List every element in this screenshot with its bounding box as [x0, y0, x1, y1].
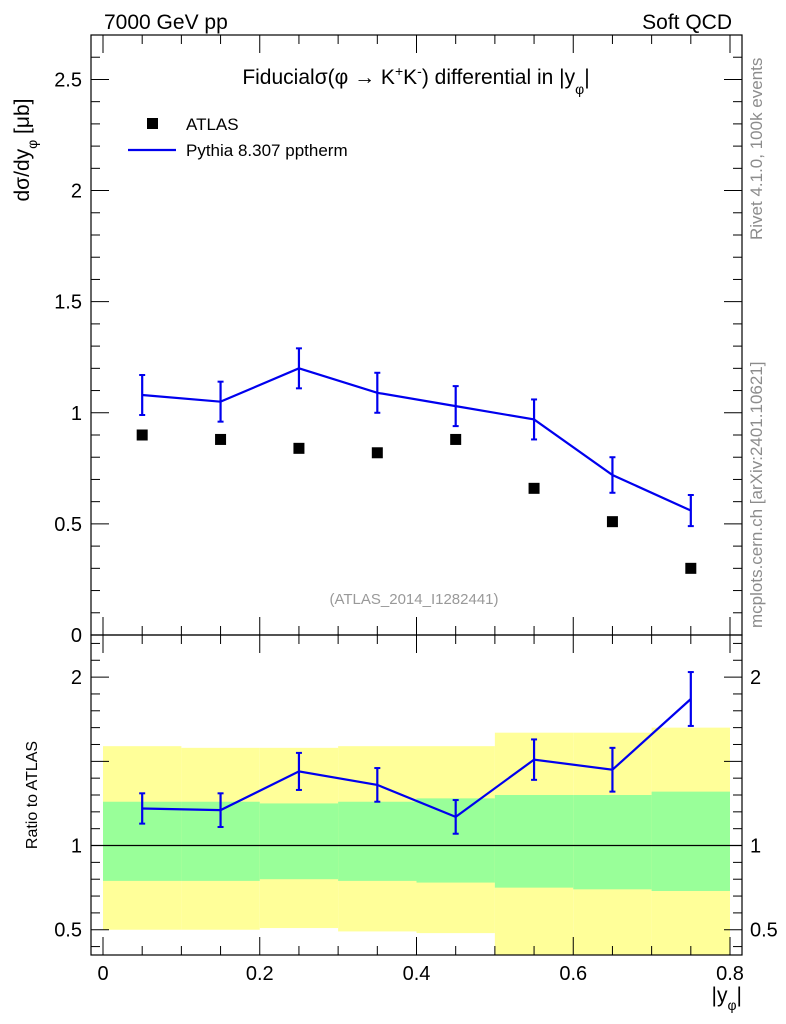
title-part-b: σ(φ → K [315, 66, 395, 89]
mcplots-note: mcplots.cern.ch [arXiv:2401.10621] [747, 362, 766, 628]
main-y-axis-label: dσ/dyφ [μb] [11, 98, 40, 201]
analysis-id-annotation: (ATLAS_2014_I1282441) [329, 591, 498, 608]
rivet-version-note: Rivet 4.1.0, 100k events [747, 58, 766, 240]
legend-atlas-marker [147, 118, 158, 129]
ratio-y-tick-label-left-1: 1 [71, 836, 82, 858]
atlas-point-1 [215, 433, 227, 445]
atlas-point-2 [293, 442, 305, 454]
title-part-e: - [417, 63, 422, 79]
atlas-point-4 [450, 433, 462, 445]
axis-ticks: 0 0.2 0.4 0.6 0.8 0 0.5 1 1.5 2 2.5 0.5 0.5 1 1 2 2 [54, 35, 778, 985]
ratio-panel-frame [90, 634, 743, 956]
title-part-c: + [395, 63, 403, 79]
main-series [136, 347, 697, 574]
main-y-tick-label-0: 0 [71, 625, 82, 647]
atlas-point-3 [371, 447, 383, 459]
legend-atlas-label: ATLAS [186, 115, 239, 134]
main-y-tick-label-4: 2 [71, 181, 82, 203]
xlabel-part-c: | [737, 984, 742, 1007]
x-tick-label-2: 0.4 [403, 963, 431, 985]
ratio-y-axis-label: Ratio to ATLAS [24, 741, 41, 849]
ylabel-part-b: φ [24, 140, 40, 149]
ylabel-part-c: [μb] [11, 98, 34, 139]
title-part-d: K [403, 66, 417, 89]
ratio-y-tick-label-right-0: 0.5 [750, 920, 778, 942]
title-part-a: Fiducial [242, 66, 314, 89]
title-part-h: | [584, 66, 589, 89]
ratio-y-tick-label-left-0: 0.5 [54, 920, 82, 942]
header-left: 7000 GeV pp [104, 11, 228, 34]
atlas-point-7 [685, 562, 697, 574]
green-band-bin-6 [573, 795, 652, 890]
ratio-y-tick-label-left-2: 2 [71, 667, 82, 689]
pythia-series-line [142, 367, 692, 512]
title-part-g: φ [575, 81, 584, 97]
x-axis-label: |yφ| [711, 984, 742, 1013]
x-tick-label-3: 0.6 [559, 963, 587, 985]
main-y-tick-label-5: 2.5 [54, 69, 82, 91]
x-tick-label-0: 0 [97, 963, 108, 985]
xlabel-part-b: φ [727, 997, 736, 1013]
atlas-point-0 [136, 429, 148, 441]
ratio-series-line [142, 698, 692, 819]
main-y-tick-label-3: 1.5 [54, 292, 82, 314]
main-y-tick-label-2: 1 [71, 403, 82, 425]
title-part-f: ) differential in |y [422, 66, 576, 89]
ratio-y-tick-label-right-1: 1 [750, 836, 761, 858]
x-tick-label-1: 0.2 [246, 963, 274, 985]
x-tick-label-4: 0.8 [716, 963, 744, 985]
green-band-bin-5 [494, 795, 574, 888]
ratio-series [139, 671, 694, 835]
green-band-bin-3 [338, 801, 417, 881]
atlas-point-5 [528, 482, 540, 494]
header-right: Soft QCD [642, 11, 732, 34]
ratio-uncertainty-bands [91, 727, 742, 955]
main-y-tick-label-1: 0.5 [54, 514, 82, 536]
ratio-y-tick-label-right-2: 2 [750, 667, 761, 689]
green-band-bin-2 [259, 803, 339, 880]
green-band-bin-7 [651, 791, 730, 891]
legend-pythia-label: Pythia 8.307 pptherm [186, 141, 348, 160]
main-title: Fiducialσ(φ → K+K-) differential in |yφ| [242, 63, 589, 97]
xlabel-part-a: |y [711, 984, 727, 1007]
atlas-point-6 [606, 516, 618, 528]
ylabel-part-a: dσ/dy [11, 148, 34, 201]
